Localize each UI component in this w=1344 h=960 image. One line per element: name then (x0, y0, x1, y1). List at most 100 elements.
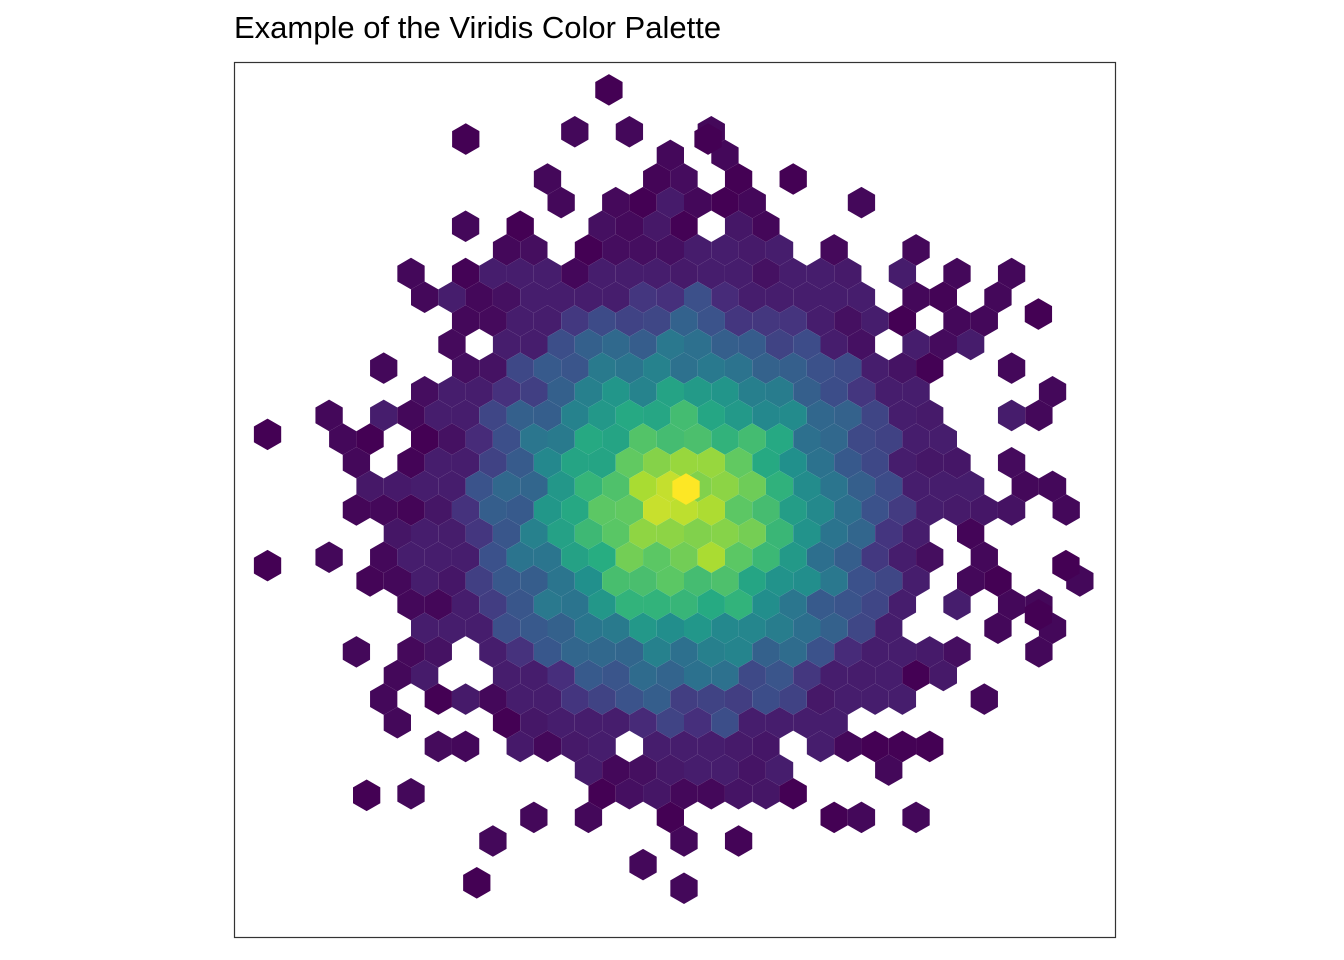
hex-bin (684, 612, 712, 644)
hex-bin (602, 707, 630, 739)
hex-bin (697, 446, 725, 479)
hex-bin (574, 659, 603, 692)
hex-bin (588, 777, 616, 810)
hex-bin (356, 423, 384, 455)
hex-bin (383, 707, 411, 739)
hex-bin (888, 541, 917, 574)
hex-bin (765, 423, 794, 455)
hex-bin (588, 636, 616, 668)
hex-bin-peak (672, 473, 700, 505)
hex-bin (793, 612, 821, 644)
hex-bin (670, 825, 698, 857)
hex-bin (561, 541, 589, 574)
hex-bin (411, 376, 439, 408)
hex-bin (779, 636, 807, 668)
hex-bin (820, 707, 848, 739)
hex-bin (738, 281, 766, 313)
hex-bin (506, 446, 534, 479)
hex-bin (643, 210, 671, 243)
hex-bin (506, 305, 534, 337)
hex-bin (438, 517, 466, 550)
hex-bin (684, 707, 712, 739)
hex-bin (820, 328, 848, 361)
hex-bin (383, 659, 411, 692)
hex-bin (533, 257, 562, 290)
hex-bin (847, 281, 876, 313)
hex-bin (793, 517, 821, 550)
hex-bin (970, 305, 998, 337)
hex-bin (724, 541, 753, 574)
hex-bin (1038, 470, 1067, 503)
hex-bin (451, 305, 480, 337)
hex-bin (793, 423, 821, 455)
hex-bin (533, 636, 562, 668)
hex-bin (506, 541, 534, 574)
hex-bin (643, 399, 671, 432)
hex-bin (451, 541, 480, 574)
hex-bin (834, 399, 862, 432)
hex-bin (656, 659, 684, 692)
hex-bin (916, 446, 944, 479)
hex-bin (588, 257, 616, 290)
hex-bin (793, 328, 821, 361)
hex-bin (492, 470, 521, 503)
hex-bin (752, 541, 780, 574)
hex-bin (861, 305, 889, 337)
hex-bin (943, 494, 971, 526)
hex-bin (834, 588, 862, 621)
hex-bin (615, 541, 644, 574)
hex-bin (793, 470, 821, 503)
hex-bin (738, 376, 766, 408)
hex-bin (888, 399, 917, 432)
hex-bin (370, 541, 398, 574)
hex-bin-outlier (694, 123, 722, 155)
hex-bin (479, 494, 507, 526)
hex-bin (479, 352, 507, 384)
hex-bin (370, 399, 398, 432)
hex-bin (834, 446, 862, 479)
hex-bin (643, 446, 671, 479)
hex-bin (656, 517, 684, 550)
hex-bin (820, 470, 848, 503)
hex-bin (492, 517, 521, 550)
hex-bin (615, 305, 644, 337)
hex-bin (793, 376, 821, 408)
hex-bin (711, 707, 739, 739)
hex-bin (670, 163, 698, 195)
hex-bin-outlier (1024, 599, 1053, 631)
hex-bin (875, 423, 903, 455)
hex-bin (492, 423, 521, 455)
hex-bin (629, 659, 657, 692)
hex-bin (834, 730, 862, 763)
hex-bin (738, 659, 766, 692)
hex-bin (875, 612, 903, 644)
hex-bin (916, 636, 944, 668)
hex-bin (670, 399, 698, 432)
hex-bin-outlier (463, 867, 491, 899)
hex-bin (643, 588, 671, 621)
hex-bin (916, 352, 944, 384)
hex-bin (561, 730, 589, 763)
hex-bin (765, 754, 794, 786)
hex-bin (547, 376, 575, 408)
hex-bin (329, 423, 357, 455)
hex-bin (670, 446, 698, 479)
hex-bin (506, 730, 534, 763)
hex-bin (615, 777, 644, 810)
hex-bin (834, 541, 862, 574)
hex-bin (479, 305, 507, 337)
hex-bin (643, 494, 671, 526)
hex-bin (656, 376, 684, 408)
hex-bin (588, 352, 616, 384)
hex-bin (397, 257, 425, 290)
hex-bin (820, 659, 848, 692)
hex-bin (765, 612, 794, 644)
hex-bin (711, 565, 739, 597)
hex-bin (957, 470, 985, 503)
hex-bin (438, 281, 466, 313)
hex-bin (1038, 376, 1067, 408)
hex-bin (697, 305, 725, 337)
hex-bin (943, 636, 971, 668)
hex-bin (656, 328, 684, 361)
hex-bin (724, 825, 753, 857)
